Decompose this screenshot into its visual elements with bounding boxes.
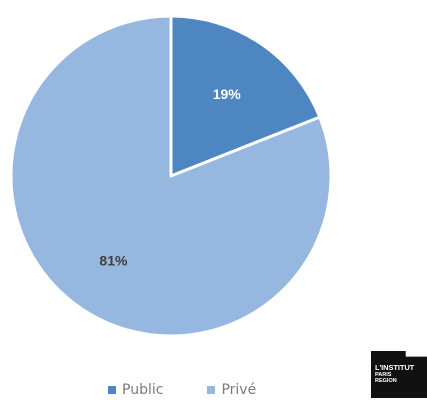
data-label-0: 19% — [213, 86, 242, 102]
data-label-1: 81% — [99, 253, 128, 269]
logo-line-2: PARIS — [375, 372, 392, 378]
legend-swatch-public — [108, 386, 116, 394]
legend-label-public: Public — [122, 382, 164, 398]
legend-label-prive: Privé — [221, 382, 257, 398]
logo-line-3: REGION — [375, 378, 397, 384]
pie-slice-0 — [169, 14, 322, 178]
pie-slices — [9, 14, 333, 338]
pie-data-labels: 19% 81% — [99, 86, 241, 269]
legend-item-prive: Privé — [207, 382, 256, 398]
pie-slice-1 — [9, 14, 333, 338]
institut-paris-region-logo: L'INSTITUT PARIS REGION — [371, 351, 427, 398]
legend-item-public: Public — [108, 382, 163, 398]
legend-swatch-prive — [207, 386, 216, 394]
chart-legend: Public Privé — [108, 380, 256, 400]
logo-line-1: L'INSTITUT — [375, 363, 415, 372]
